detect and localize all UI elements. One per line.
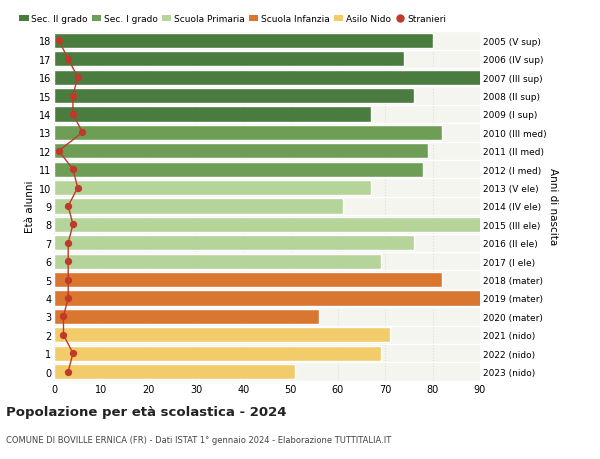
Bar — [54, 254, 380, 269]
Legend: Sec. II grado, Sec. I grado, Scuola Primaria, Scuola Infanzia, Asilo Nido, Stran: Sec. II grado, Sec. I grado, Scuola Prim… — [19, 15, 446, 24]
Point — [64, 258, 73, 265]
Bar — [54, 218, 490, 232]
Point — [64, 295, 73, 302]
Y-axis label: Anni di nascita: Anni di nascita — [548, 168, 557, 245]
Bar — [54, 328, 390, 342]
Bar — [54, 291, 485, 306]
Point — [64, 276, 73, 284]
Point — [68, 93, 78, 100]
Point — [68, 221, 78, 229]
Point — [59, 331, 68, 339]
Text: Popolazione per età scolastica - 2024: Popolazione per età scolastica - 2024 — [6, 405, 287, 419]
Point — [73, 185, 82, 192]
Bar — [54, 34, 433, 49]
Point — [68, 350, 78, 357]
Point — [59, 313, 68, 320]
Bar — [54, 89, 414, 104]
Point — [64, 56, 73, 63]
Bar — [54, 52, 404, 67]
Bar — [54, 162, 423, 177]
Bar — [54, 309, 319, 324]
Point — [64, 203, 73, 210]
Point — [68, 111, 78, 118]
Point — [73, 74, 82, 82]
Bar — [54, 273, 442, 287]
Point — [64, 368, 73, 375]
Bar — [54, 199, 343, 214]
Bar — [54, 71, 485, 85]
Point — [68, 166, 78, 174]
Point — [54, 148, 64, 155]
Point — [64, 240, 73, 247]
Bar — [54, 126, 442, 140]
Bar — [54, 181, 371, 196]
Bar — [54, 346, 380, 361]
Point — [54, 38, 64, 45]
Bar — [54, 144, 428, 159]
Point — [77, 129, 87, 137]
Text: COMUNE DI BOVILLE ERNICA (FR) - Dati ISTAT 1° gennaio 2024 - Elaborazione TUTTIT: COMUNE DI BOVILLE ERNICA (FR) - Dati IST… — [6, 435, 391, 443]
Bar — [54, 107, 371, 122]
Bar — [54, 364, 295, 379]
Y-axis label: Età alunni: Età alunni — [25, 180, 35, 233]
Bar — [54, 236, 414, 251]
